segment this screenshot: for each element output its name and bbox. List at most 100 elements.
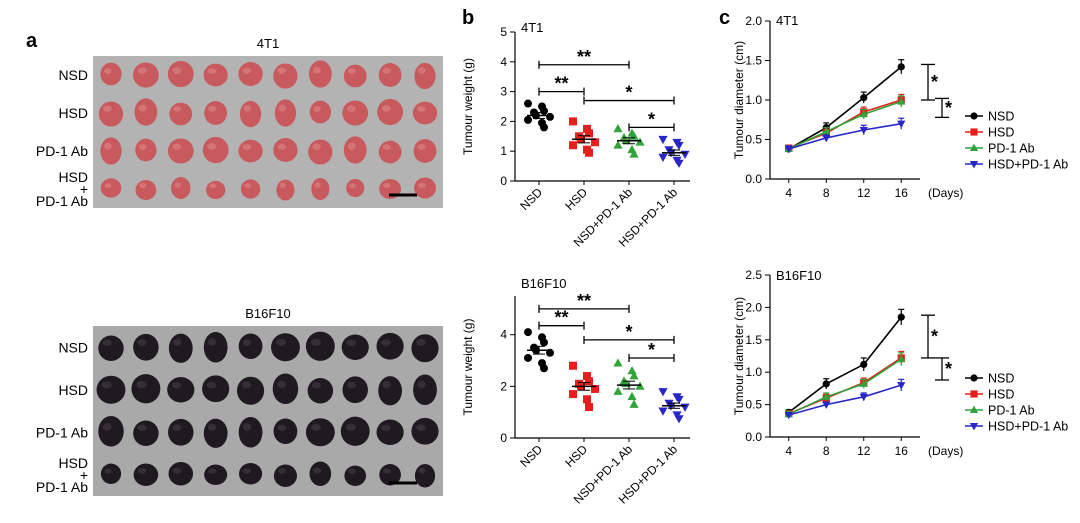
- tumour-highlight: [312, 66, 321, 74]
- tumour-highlight: [138, 144, 147, 150]
- data-point: [591, 138, 599, 147]
- x-tick-label: 16: [895, 186, 909, 200]
- y-tick-label: 5: [500, 25, 507, 39]
- row-label: NSD: [58, 339, 88, 355]
- tumour-highlight: [104, 183, 112, 189]
- series-line: [788, 384, 902, 416]
- data-point: [540, 338, 548, 347]
- tumour-sample: [203, 331, 228, 363]
- tumour-sample: [205, 180, 226, 200]
- row-label: PD-1 Ab: [36, 479, 88, 495]
- tumour-highlight: [104, 68, 112, 74]
- y-tick-label: 0.5: [745, 398, 762, 412]
- data-point: [680, 403, 690, 412]
- data-point: [897, 120, 906, 129]
- tumour-sample: [305, 418, 335, 447]
- tumour-sample: [133, 463, 159, 486]
- tumour-sample: [135, 179, 157, 201]
- data-point: [859, 126, 868, 135]
- significance-label: **: [554, 308, 568, 328]
- tumour-highlight: [206, 381, 217, 389]
- tumour-highlight: [383, 468, 391, 474]
- data-point: [658, 153, 668, 162]
- tumour-highlight: [310, 338, 322, 346]
- row-label: +: [80, 181, 88, 197]
- data-point: [583, 124, 591, 133]
- tumour-highlight: [381, 105, 391, 112]
- y-tick-label: 0: [500, 174, 507, 188]
- y-tick-label: 0: [500, 431, 507, 445]
- tumour-sample: [204, 101, 228, 125]
- tumour-diameter-4t1-chart: 4T1 0.0 0.5 1.0 1.5 2.0 Tumour diameter (cm) 4 8…: [732, 13, 1068, 200]
- series-line: [788, 316, 902, 414]
- tumour-highlight: [173, 338, 182, 346]
- tumour-highlight: [417, 380, 426, 389]
- tumour-sample: [273, 138, 298, 162]
- data-point: [859, 109, 868, 118]
- tumour-sample: [204, 464, 228, 485]
- tumour-sample: [411, 417, 439, 445]
- tumour-highlight: [277, 67, 287, 74]
- tumour-sample: [273, 418, 298, 444]
- tumour-sample: [238, 416, 263, 448]
- tumour-highlight: [104, 142, 112, 150]
- data-point: [569, 361, 577, 370]
- y-axis-label: Tumour weight (g): [461, 319, 475, 416]
- tumour-sample: [98, 101, 124, 127]
- series-line: [788, 100, 902, 150]
- tumour-sample: [100, 62, 122, 86]
- tumour-sample: [203, 418, 228, 448]
- x-tick-label: HSD: [562, 185, 590, 213]
- tumour-highlight: [348, 468, 356, 474]
- tumour-sample: [309, 461, 332, 486]
- tumour-highlight: [207, 338, 217, 346]
- significance-label: *: [931, 72, 938, 92]
- series-line: [788, 66, 902, 150]
- tumour-highlight: [209, 183, 217, 189]
- tumour-highlight: [416, 338, 426, 346]
- tumour-highlight: [137, 424, 147, 431]
- significance-label: *: [931, 327, 938, 347]
- tumour-sample: [239, 100, 262, 128]
- tumour-sample: [311, 178, 330, 200]
- tumour-highlight: [136, 380, 147, 389]
- tumour-highlight: [418, 467, 426, 474]
- tumour-highlight: [174, 182, 182, 188]
- legend-entry: PD-1 Ab: [988, 404, 1035, 418]
- legend-swatch-marker: [970, 374, 978, 382]
- row-label: NSD: [58, 67, 88, 83]
- tumour-sample: [167, 377, 195, 403]
- data-point: [585, 377, 593, 386]
- tumour-sample: [342, 376, 368, 404]
- significance-label: *: [648, 109, 655, 129]
- tumour-highlight: [104, 468, 112, 474]
- y-tick-label: 1.5: [745, 333, 762, 347]
- legend-swatch-marker: [969, 143, 979, 152]
- tumour-highlight: [208, 468, 217, 474]
- data-point: [524, 99, 532, 108]
- tumour-highlight: [207, 68, 217, 74]
- legend-swatch-marker: [970, 390, 978, 398]
- data-point: [627, 366, 637, 375]
- tumour-highlight: [172, 67, 182, 74]
- chart-title: 4T1: [521, 20, 543, 35]
- data-point: [540, 364, 548, 373]
- x-tick-label: HSD: [562, 442, 590, 470]
- legend-entry: NSD: [988, 372, 1014, 386]
- tumour-sample: [346, 178, 365, 198]
- tumour-sample: [378, 376, 403, 406]
- tumour-sample: [273, 63, 298, 89]
- data-point: [613, 386, 623, 395]
- tumour-sample: [98, 415, 124, 447]
- tumour-sample: [168, 418, 194, 446]
- tumour-sample: [376, 419, 404, 445]
- tumour-sample: [134, 98, 158, 126]
- legend-swatch-marker: [969, 405, 979, 414]
- photo-title: B16F10: [245, 306, 291, 321]
- tumour-sample: [132, 62, 159, 88]
- data-point: [674, 395, 684, 405]
- data-point: [583, 395, 591, 404]
- tumour-highlight: [277, 468, 287, 474]
- tumour-highlight: [244, 183, 252, 189]
